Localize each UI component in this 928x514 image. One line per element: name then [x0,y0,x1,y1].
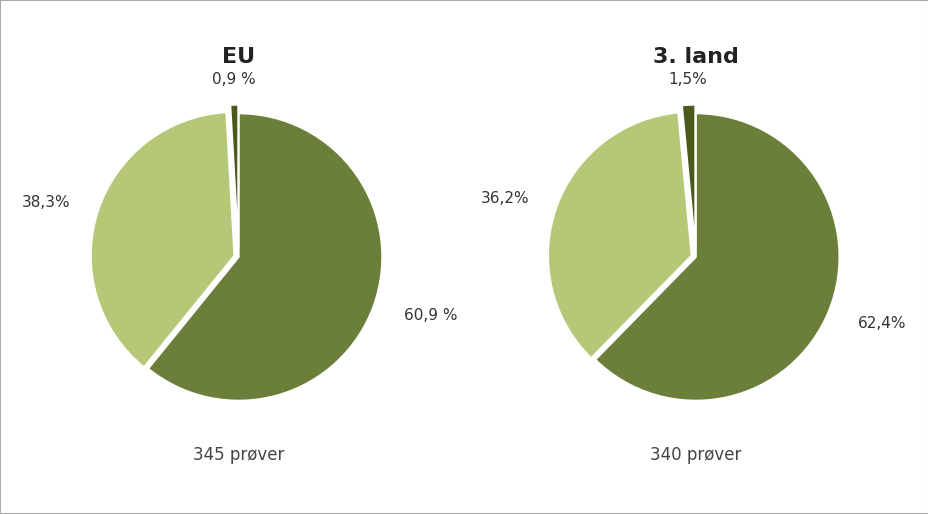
Text: 38,3%: 38,3% [22,195,71,210]
Text: 36,2%: 36,2% [480,191,529,206]
Wedge shape [548,113,691,358]
Text: 60,9 %: 60,9 % [404,308,457,323]
Wedge shape [595,113,839,401]
Wedge shape [681,105,695,248]
Text: 345 prøver: 345 prøver [193,446,284,464]
Title: EU: EU [222,47,255,67]
Wedge shape [148,113,382,401]
Text: 340 prøver: 340 prøver [650,446,741,464]
Wedge shape [230,105,238,248]
Text: 0,9 %: 0,9 % [212,71,255,87]
Text: 1,5%: 1,5% [667,72,706,87]
Text: 62,4%: 62,4% [857,316,906,331]
Title: 3. land: 3. land [652,47,738,67]
Wedge shape [91,112,234,368]
